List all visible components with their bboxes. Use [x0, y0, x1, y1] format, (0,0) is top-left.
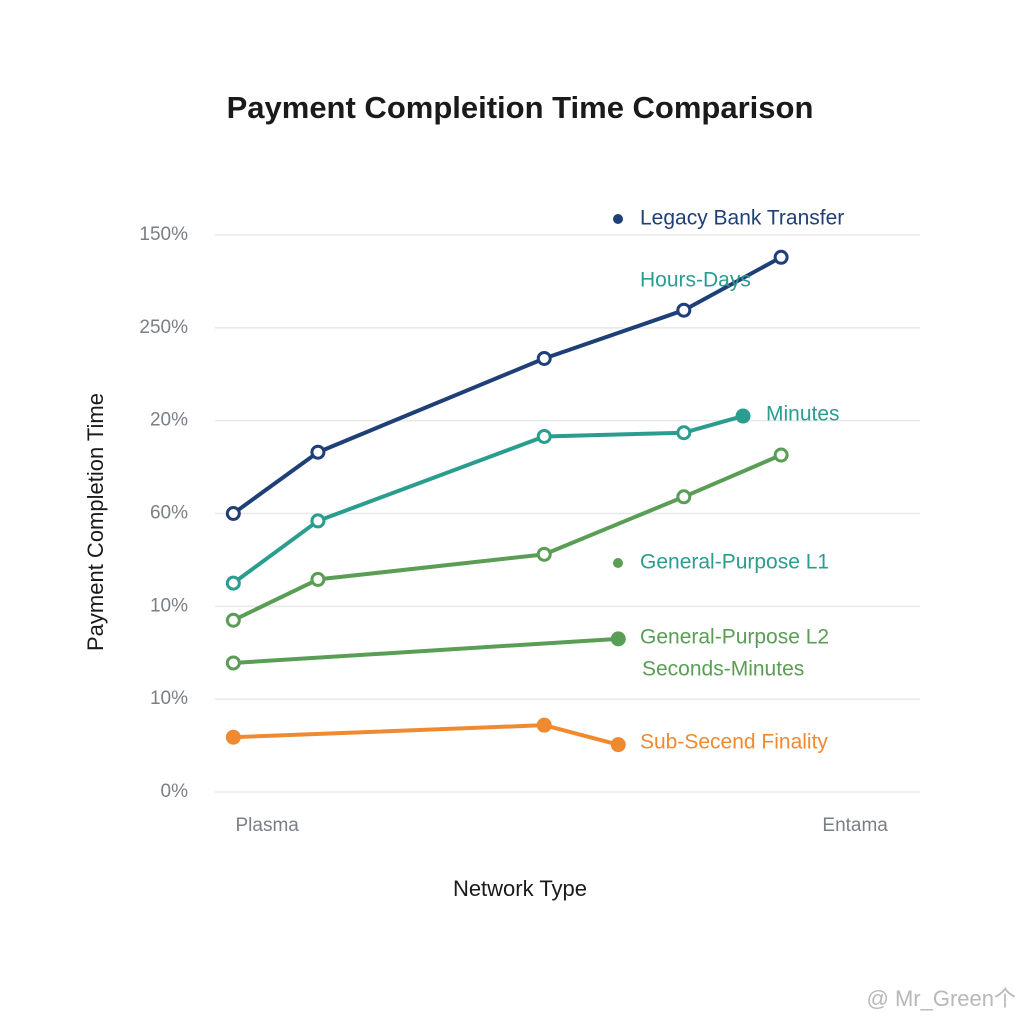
y-tick-label: 10%: [150, 595, 188, 616]
annotation: Seconds-Minutes: [642, 658, 804, 681]
data-point: [225, 655, 241, 671]
data-point: [225, 575, 241, 591]
data-point: [225, 612, 241, 628]
annotation: Minutes: [766, 403, 840, 426]
series-line: [233, 723, 619, 747]
data-point: [225, 506, 241, 521]
data-point: [536, 428, 552, 444]
annotation: Legacy Bank Transfer: [640, 207, 844, 230]
data-point: [225, 729, 241, 745]
annotation: General-Purpose L1: [640, 551, 829, 574]
y-axis-label: Payment Completion Time: [83, 393, 108, 651]
legend-dot: [613, 214, 623, 224]
annotation: Sub-Secend Finality: [640, 731, 828, 754]
data-point: [676, 302, 692, 318]
series-line: [232, 255, 783, 516]
data-point: [310, 513, 326, 529]
data-point: [536, 546, 552, 562]
watermark: @ Mr_Green个: [867, 986, 1016, 1011]
series-line: [232, 453, 782, 623]
y-tick-label: 10%: [150, 688, 188, 709]
annotation: Hours-Days: [640, 269, 751, 292]
data-point: [773, 447, 789, 463]
y-tick-label: 20%: [150, 410, 188, 431]
series-line: [233, 636, 619, 665]
y-tick-label: 0%: [161, 781, 189, 802]
x-tick-label: Entama: [822, 815, 888, 836]
x-axis-label: Network Type: [453, 876, 587, 901]
data-point: [735, 408, 751, 424]
data-point: [676, 425, 692, 441]
data-point: [610, 737, 626, 753]
chart-title: Payment Compleition Time Comparison: [227, 90, 814, 125]
legend-dot: [613, 558, 623, 568]
y-tick-label: 60%: [150, 503, 188, 524]
data-point: [773, 249, 789, 265]
annotation: General-Purpose L2: [640, 626, 829, 649]
x-tick-label: Plasma: [235, 815, 299, 836]
data-point: [310, 571, 326, 587]
data-point: [610, 631, 626, 647]
y-tick-label: 150%: [139, 224, 188, 245]
data-point: [310, 444, 326, 460]
y-tick-label: 250%: [139, 317, 188, 338]
data-point: [536, 717, 552, 733]
data-point: [536, 350, 552, 366]
data-point: [676, 489, 692, 505]
